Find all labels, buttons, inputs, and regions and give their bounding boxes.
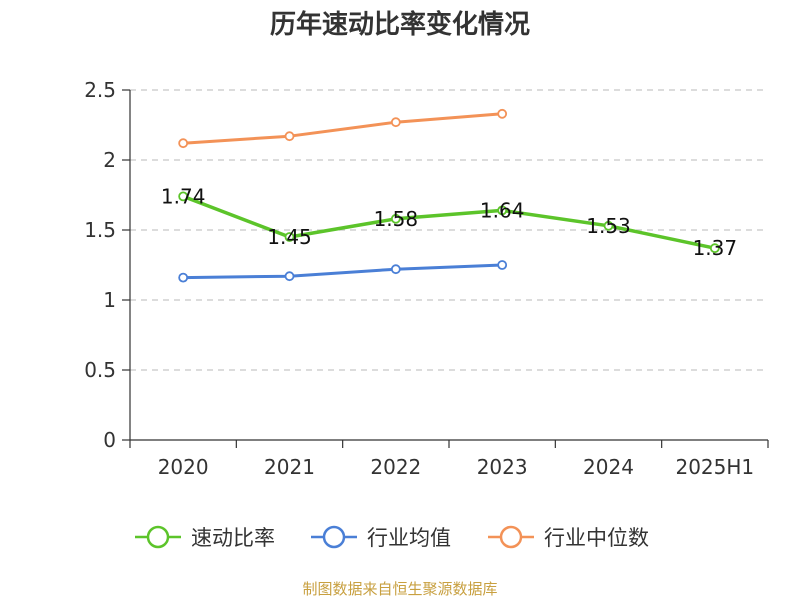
data-label: 1.74 — [161, 184, 206, 208]
legend-label-0: 速动比率 — [191, 526, 275, 550]
data-point — [603, 220, 614, 231]
data-point — [178, 272, 189, 283]
data-point — [709, 243, 720, 254]
y-tick-label: 1 — [103, 288, 116, 312]
x-tick-label: 2020 — [158, 455, 209, 479]
data-point — [284, 232, 295, 242]
legend-marker-0 — [146, 525, 170, 549]
x-tick-label: 2025H1 — [675, 455, 754, 479]
legend: 速动比率 行业均值 行业中位数 — [135, 525, 649, 550]
data-label: 1.37 — [693, 236, 738, 260]
data-labels: 1.74 1.45 1.58 1.64 1.53 1.37 — [161, 184, 737, 260]
legend-label-1: 行业均值 — [367, 526, 451, 550]
x-tick-label: 2023 — [477, 455, 528, 479]
data-point — [390, 117, 401, 128]
data-point — [178, 191, 189, 202]
legend-marker-2 — [499, 525, 523, 549]
series-line-2 — [181, 112, 504, 145]
data-label: 1.53 — [586, 214, 631, 238]
legend-label-2: 行业中位数 — [544, 526, 649, 550]
chart-title: 历年速动比率变化情况 — [270, 9, 530, 40]
legend-marker-1 — [322, 525, 346, 549]
gridlines — [130, 89, 768, 371]
data-point — [284, 131, 295, 142]
y-tick-label: 2.5 — [84, 78, 116, 102]
y-tick-label: 2 — [103, 148, 116, 172]
x-tick-label: 2022 — [370, 455, 421, 479]
data-label: 1.58 — [374, 207, 419, 231]
data-point — [284, 271, 295, 282]
data-point — [178, 138, 189, 149]
y-tick-label: 0 — [103, 428, 116, 452]
y-tick-label: 0.5 — [84, 358, 116, 382]
data-point — [497, 205, 508, 216]
data-point — [497, 260, 508, 270]
data-label: 1.45 — [267, 225, 312, 249]
data-point — [390, 264, 401, 275]
data-point — [390, 213, 401, 224]
source-note: 制图数据来自恒生聚源数据库 — [302, 580, 497, 598]
x-tick-label: 2024 — [583, 455, 634, 479]
series-line-1 — [181, 263, 504, 280]
data-point — [497, 108, 508, 119]
x-tick-label: 2021 — [264, 455, 315, 479]
series-layer — [178, 108, 720, 283]
data-label: 1.64 — [480, 198, 525, 222]
series-line-0 — [181, 194, 717, 250]
y-tick-label: 1.5 — [84, 218, 116, 242]
axes: 0 0.5 1 1.5 2 2.5 2020 2021 2022 2023 2024 2025H1 — [84, 78, 769, 479]
